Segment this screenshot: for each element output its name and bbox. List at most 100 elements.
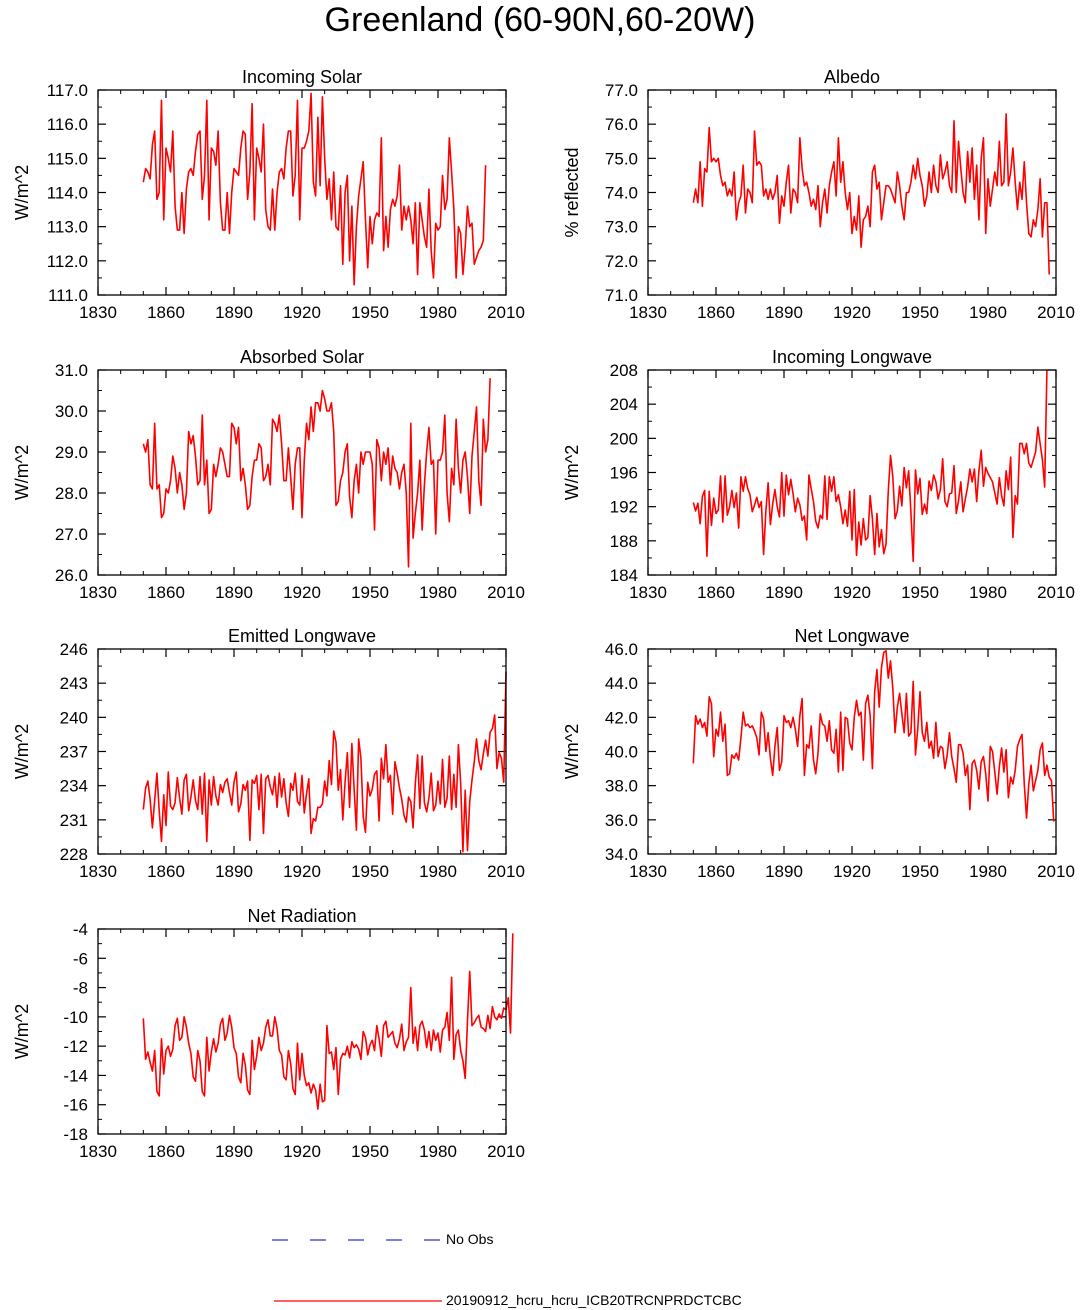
y-axis-label: W/m^2 (12, 445, 32, 500)
series-line-model (142, 92, 487, 286)
x-tick-label: 1830 (629, 583, 667, 602)
panel-incoming-longwave: Incoming Longwave W/m^2 1830 1860 1890 1920 19… (562, 347, 1075, 602)
y-tick-label: 116.0 (47, 115, 88, 134)
y-tick-label: 44.0 (605, 674, 638, 693)
plot-frame (647, 648, 1057, 855)
panel-title: Incoming Solar (242, 67, 362, 87)
y-axis-label: W/m^2 (562, 724, 582, 779)
plot-frame (97, 928, 507, 1135)
x-tick-label: 2010 (1037, 303, 1075, 322)
y-tick-label: 196 (610, 464, 638, 483)
y-tick-label: 38.0 (605, 777, 638, 796)
panel-title: Absorbed Solar (240, 347, 364, 367)
y-tick-label: 228 (60, 845, 88, 864)
x-tick-label: 1920 (833, 303, 871, 322)
x-tick-label: 1890 (215, 1142, 253, 1161)
x-tick-label: 1920 (833, 862, 871, 881)
series-line-model (692, 369, 1048, 563)
panel-emitted-longwave: Emitted Longwave W/m^2 1830 1860 1890 1920 195… (12, 626, 525, 881)
series-line-model (142, 671, 507, 853)
x-tick-label: 2010 (487, 862, 525, 881)
y-tick-label: -4 (73, 920, 88, 939)
y-tick-label: 72.0 (605, 252, 638, 271)
series-line-model (142, 378, 491, 568)
plot-frame (97, 369, 507, 576)
y-tick-label: 74.0 (605, 184, 638, 203)
x-tick-label: 2010 (487, 303, 525, 322)
x-tick-label: 1950 (351, 1142, 389, 1161)
legend-line-obs (272, 1239, 442, 1241)
x-tick-label: 1950 (901, 583, 939, 602)
x-tick-label: 1860 (697, 583, 735, 602)
x-tick-label: 1830 (79, 862, 117, 881)
x-tick-label: 1980 (419, 1142, 457, 1161)
y-tick-label: 30.0 (55, 402, 88, 421)
y-tick-label: 36.0 (605, 811, 638, 830)
x-tick-label: 1980 (419, 862, 457, 881)
x-tick-label: 1830 (629, 303, 667, 322)
x-tick-label: 1830 (79, 303, 117, 322)
panel-albedo: Albedo % reflected 1830 1860 1890 1920 1950 198… (562, 67, 1075, 322)
panel-title: Incoming Longwave (772, 347, 932, 367)
legend-label-model: 20190912_hcru_hcru_ICB20TRCNPRDCTCBC (446, 1292, 742, 1308)
x-tick-label: 2010 (1037, 583, 1075, 602)
y-tick-label: 75.0 (605, 149, 638, 168)
y-tick-label: 40.0 (605, 743, 638, 762)
x-tick-label: 1890 (215, 862, 253, 881)
panel-incoming-solar: Incoming Solar W/m^2 1830 1860 1890 1920 1950 1… (12, 67, 525, 322)
y-tick-label: 29.0 (55, 443, 88, 462)
x-tick-label: 1890 (215, 303, 253, 322)
y-tick-label: -6 (73, 949, 88, 968)
x-tick-label: 1920 (833, 583, 871, 602)
x-tick-label: 1920 (283, 862, 321, 881)
x-tick-label: 1980 (969, 303, 1007, 322)
y-tick-label: 208 (610, 361, 638, 380)
y-axis-label: % reflected (562, 147, 582, 237)
panel-net-longwave: Net Longwave W/m^2 1830 1860 1890 1920 1950 198… (562, 626, 1075, 881)
x-tick-label: 1950 (351, 583, 389, 602)
x-tick-label: 1950 (351, 862, 389, 881)
y-tick-label: -18 (63, 1125, 88, 1144)
panel-absorbed-solar: Absorbed Solar W/m^2 1830 1860 1890 1920 1950 1… (12, 347, 525, 602)
y-tick-label: -12 (63, 1037, 88, 1056)
x-tick-label: 1920 (283, 583, 321, 602)
x-tick-label: 1860 (147, 1142, 185, 1161)
x-tick-label: 1860 (147, 862, 185, 881)
y-tick-label: 243 (60, 674, 88, 693)
x-tick-label: 1950 (351, 303, 389, 322)
y-tick-label: 27.0 (55, 525, 88, 544)
panel-net-radiation: Net Radiation W/m^2 1830 1860 1890 1920 1950 19… (12, 906, 525, 1161)
y-tick-label: 234 (60, 777, 88, 796)
x-tick-label: 1920 (283, 1142, 321, 1161)
y-tick-label: 46.0 (605, 640, 638, 659)
y-axis-label: W/m^2 (562, 445, 582, 500)
series-line-model (692, 113, 1050, 275)
x-tick-label: 1890 (765, 862, 803, 881)
y-axis-label: W/m^2 (12, 1004, 32, 1059)
x-tick-label: 1950 (901, 862, 939, 881)
x-tick-label: 1830 (79, 1142, 117, 1161)
x-tick-label: 1890 (215, 583, 253, 602)
x-tick-label: 1830 (79, 583, 117, 602)
y-tick-label: 73.0 (605, 218, 638, 237)
y-axis-label: W/m^2 (12, 724, 32, 779)
y-tick-label: 111.0 (48, 286, 88, 305)
panel-title: Net Radiation (247, 906, 356, 926)
y-tick-label: 192 (610, 498, 638, 517)
y-tick-label: 115.0 (47, 149, 88, 168)
x-tick-label: 1830 (629, 862, 667, 881)
y-tick-label: 113.0 (47, 218, 88, 237)
x-tick-label: 2010 (1037, 862, 1075, 881)
y-tick-label: 204 (610, 395, 638, 414)
series-line-model (142, 933, 514, 1110)
legend-label-obs: No Obs (446, 1231, 494, 1247)
y-tick-label: 26.0 (55, 566, 88, 585)
y-tick-label: 184 (610, 566, 638, 585)
y-tick-label: 240 (60, 708, 88, 727)
y-tick-label: 117.0 (47, 81, 88, 100)
y-tick-label: -8 (73, 979, 88, 998)
y-tick-label: 76.0 (605, 115, 638, 134)
y-tick-label: -14 (63, 1066, 88, 1085)
x-tick-label: 1980 (419, 303, 457, 322)
y-tick-label: 237 (60, 743, 88, 762)
